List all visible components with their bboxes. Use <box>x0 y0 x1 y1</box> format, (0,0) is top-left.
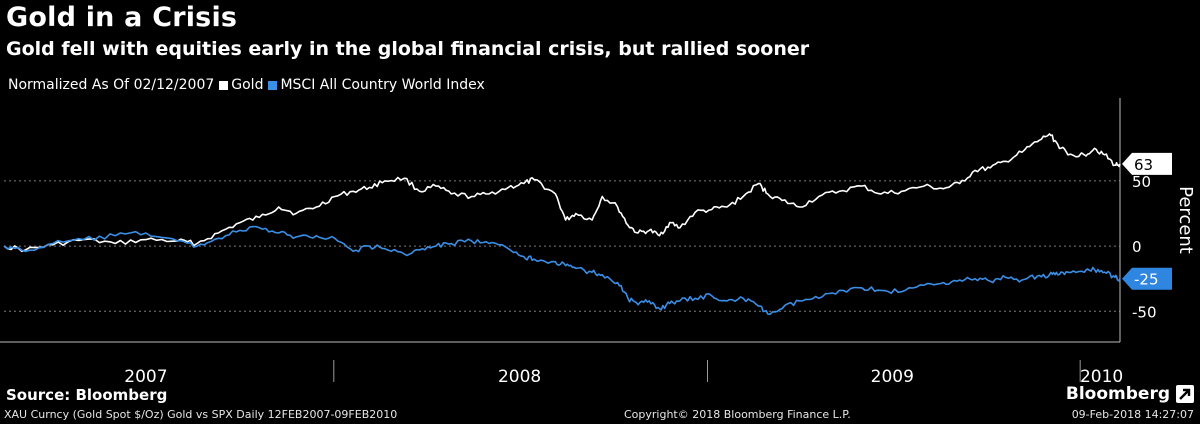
x-tick-label: 2007 <box>124 367 167 387</box>
series-line-msci <box>3 225 1121 316</box>
source-note: Source: Bloomberg <box>6 386 168 404</box>
y-tick-label: 0 <box>1132 238 1142 256</box>
label-layer: 63 -25 <box>1122 152 1172 290</box>
timestamp: 09-Feb-2018 14:27:07 <box>1071 408 1194 421</box>
last-value-label: -25 <box>1134 271 1159 289</box>
last-value-tag-msci: -25 <box>1122 267 1172 290</box>
legend-swatch-msci <box>268 80 278 90</box>
legend-normalization-note: Normalized As Of 02/12/2007 <box>8 77 215 93</box>
last-value-label: 63 <box>1134 156 1153 174</box>
y-axis-title: Percent <box>1175 186 1196 254</box>
x-tick-label: 2009 <box>871 367 914 387</box>
legend: Normalized As Of 02/12/2007 Gold MSCI Al… <box>8 77 485 93</box>
chart-title: Gold in a Crisis <box>6 2 238 33</box>
ticker-description: XAU Curncy (Gold Spot $/Oz) Gold vs SPX … <box>4 408 398 421</box>
last-value-badge <box>1122 152 1172 175</box>
bloomberg-logo: Bloomberg <box>1065 384 1170 404</box>
legend-label-msci: MSCI All Country World Index <box>280 77 485 93</box>
arrow-icon <box>1176 385 1194 403</box>
grid-layer <box>4 180 1120 312</box>
copyright-note: Copyright© 2018 Bloomberg Finance L.P. <box>624 408 851 421</box>
legend-label-gold: Gold <box>231 77 264 93</box>
series-layer <box>3 133 1121 316</box>
x-tick-label: 2008 <box>498 367 541 387</box>
x-tick-label: 2010 <box>1080 367 1123 387</box>
last-value-badge <box>1122 267 1172 290</box>
last-value-tag-gold: 63 <box>1122 152 1172 175</box>
legend-swatch-gold <box>219 80 229 90</box>
y-tick-label: -50 <box>1132 303 1157 321</box>
chart-subtitle: Gold fell with equities early in the glo… <box>6 38 810 60</box>
series-line-gold <box>3 133 1121 253</box>
axis-layer: -50 0 50 Percent 2007 2008 2009 2010 <box>0 98 1196 387</box>
y-tick-label: 50 <box>1132 173 1151 191</box>
